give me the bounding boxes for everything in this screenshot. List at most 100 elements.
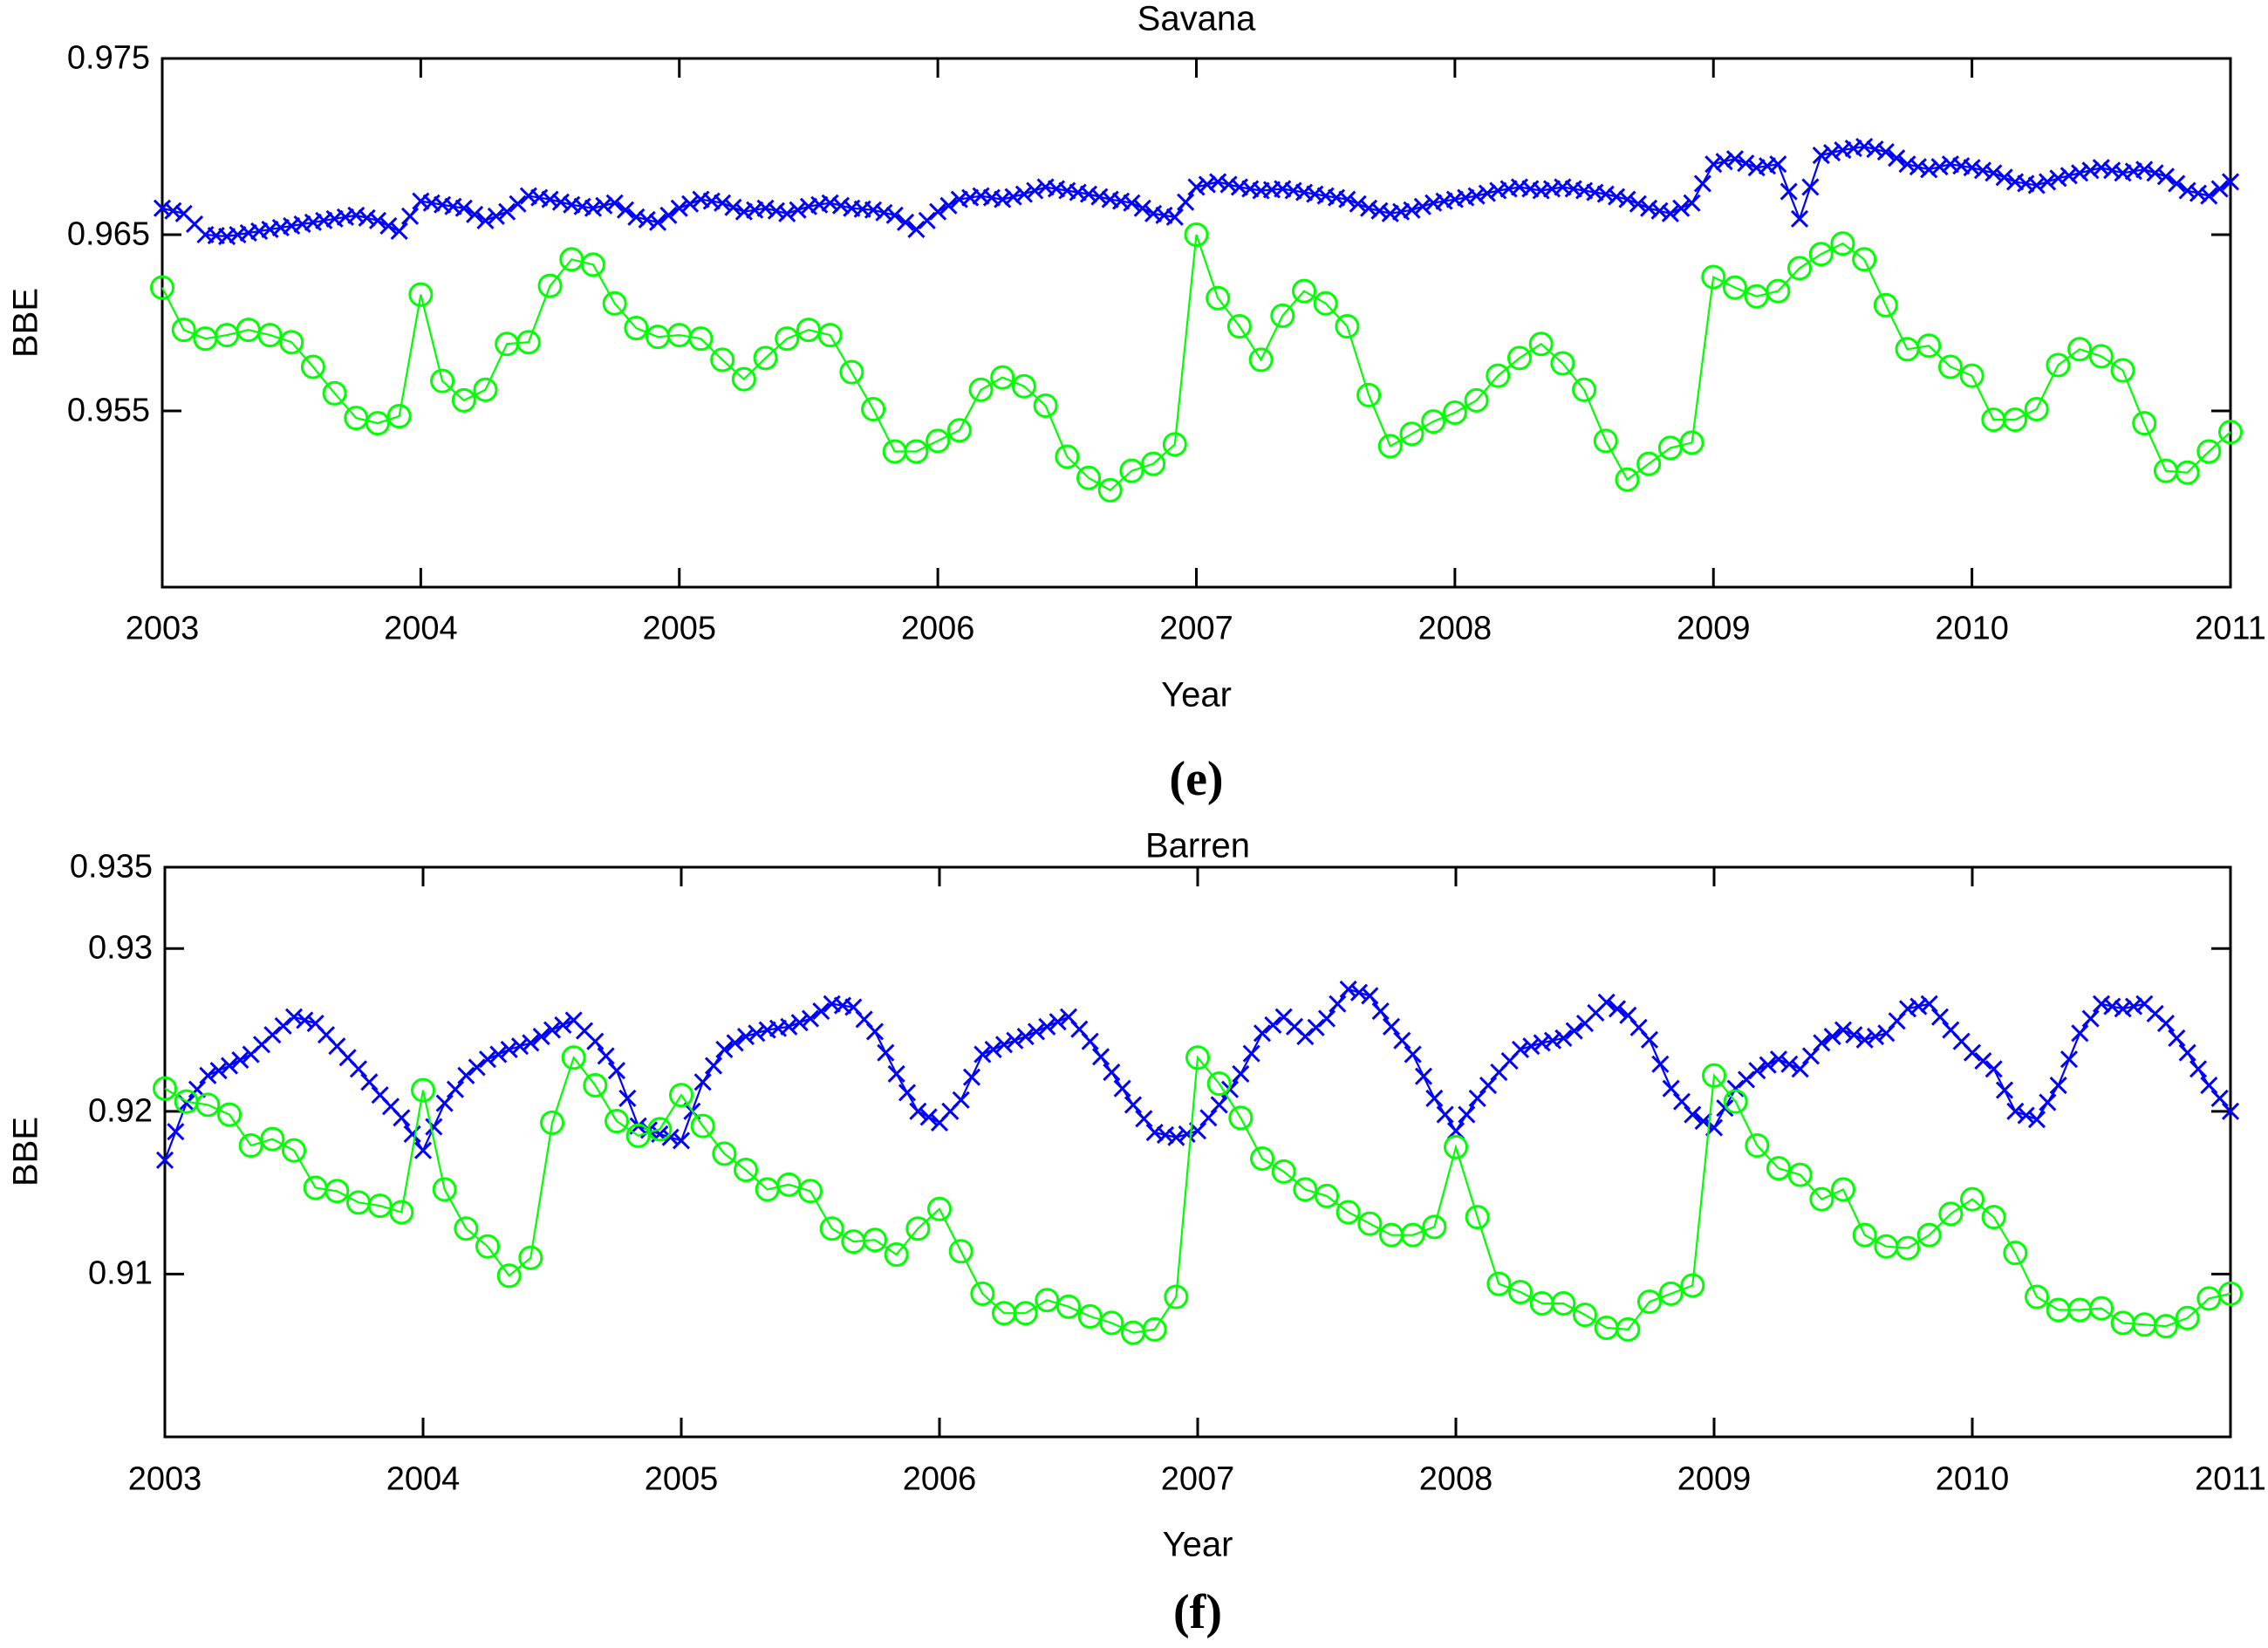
x-marker bbox=[2060, 1050, 2079, 1069]
x-marker bbox=[1014, 185, 1033, 203]
x-marker bbox=[1253, 1024, 1272, 1043]
circle-marker bbox=[580, 252, 605, 277]
circle-marker bbox=[1679, 430, 1704, 455]
x-tick-label: 2010 bbox=[1935, 1460, 2010, 1498]
circle-marker bbox=[518, 1245, 543, 1270]
x-marker bbox=[296, 1011, 314, 1029]
x-marker bbox=[1468, 1089, 1486, 1107]
x-marker bbox=[1672, 199, 1691, 217]
circle-marker bbox=[195, 1092, 221, 1118]
circle-marker bbox=[602, 291, 627, 316]
x-marker bbox=[605, 194, 624, 212]
x-marker bbox=[1124, 1096, 1143, 1114]
circle-marker bbox=[775, 326, 800, 352]
x-marker bbox=[1242, 1044, 1260, 1063]
x-marker bbox=[1360, 199, 1378, 217]
x-marker bbox=[1111, 192, 1131, 210]
circle-marker bbox=[1701, 264, 1726, 290]
y-tick-label: 0.955 bbox=[66, 392, 150, 429]
x-axis-label-barren: Year bbox=[1162, 1525, 1233, 1564]
x-tick-label: 2008 bbox=[1418, 1460, 1493, 1498]
circle-marker bbox=[1336, 1200, 1361, 1225]
x-marker bbox=[1016, 1027, 1035, 1046]
x-marker bbox=[2221, 1102, 2240, 1120]
circle-marker bbox=[281, 1138, 306, 1163]
circle-marker bbox=[1787, 256, 1813, 281]
circle-marker bbox=[2218, 1281, 2243, 1306]
circle-marker bbox=[1097, 477, 1123, 503]
x-marker bbox=[315, 211, 333, 229]
x-marker bbox=[2146, 164, 2164, 182]
x-marker bbox=[1178, 1125, 1196, 1144]
circle-marker bbox=[647, 1117, 673, 1142]
x-marker bbox=[476, 211, 495, 229]
x-marker bbox=[2092, 995, 2111, 1013]
x-marker bbox=[1392, 202, 1411, 221]
x-marker bbox=[810, 195, 829, 214]
circle-marker bbox=[1465, 1205, 1490, 1230]
circle-marker bbox=[1551, 1291, 1576, 1316]
circle-marker bbox=[1271, 1159, 1296, 1184]
x-marker bbox=[1737, 1070, 1756, 1089]
x-marker bbox=[1801, 178, 1820, 196]
x-marker bbox=[877, 1043, 895, 1062]
circle-marker bbox=[1615, 467, 1640, 492]
circle-marker bbox=[861, 396, 886, 421]
x-marker bbox=[468, 1058, 486, 1077]
x-marker bbox=[1618, 190, 1636, 209]
x-marker bbox=[2210, 180, 2229, 198]
circle-marker bbox=[260, 1126, 285, 1152]
x-marker bbox=[1145, 1124, 1164, 1142]
circle-marker bbox=[1550, 351, 1575, 376]
x-marker bbox=[2146, 1004, 2164, 1022]
x-tick-label: 2009 bbox=[1677, 1460, 1752, 1498]
circle-marker bbox=[1959, 363, 1984, 388]
circle-marker bbox=[1572, 1303, 1597, 1328]
x-marker bbox=[1608, 188, 1626, 206]
x-marker bbox=[984, 1040, 1002, 1059]
circle-marker bbox=[1959, 1186, 1984, 1212]
x-marker bbox=[1436, 1105, 1454, 1124]
x-marker bbox=[897, 213, 915, 231]
x-marker bbox=[748, 1024, 766, 1043]
circle-marker bbox=[365, 411, 390, 436]
circle-marker bbox=[1226, 314, 1252, 339]
circle-marker bbox=[1033, 393, 1058, 418]
circle-marker bbox=[1830, 1177, 1855, 1202]
x-marker bbox=[929, 202, 947, 221]
x-marker bbox=[702, 192, 721, 210]
x-marker bbox=[1049, 1013, 1067, 1031]
x-marker bbox=[250, 222, 269, 241]
x-marker bbox=[1219, 175, 1238, 194]
x-marker bbox=[1026, 181, 1044, 200]
circle-marker bbox=[1185, 1045, 1210, 1070]
x-marker bbox=[1650, 202, 1669, 220]
x-marker bbox=[1198, 175, 1216, 194]
circle-marker bbox=[1787, 1162, 1813, 1187]
x-marker bbox=[1371, 1002, 1390, 1021]
x-marker bbox=[530, 188, 549, 207]
x-marker bbox=[1339, 980, 1357, 998]
x-marker bbox=[510, 1037, 529, 1056]
x-marker bbox=[1209, 173, 1227, 191]
circle-marker bbox=[1981, 1205, 2006, 1230]
circle-marker bbox=[430, 368, 455, 393]
x-marker bbox=[1199, 1109, 1218, 1127]
x-marker bbox=[1004, 188, 1022, 206]
x-marker bbox=[575, 1022, 594, 1040]
x-marker bbox=[155, 1151, 174, 1169]
x-marker bbox=[1586, 183, 1604, 202]
x-marker bbox=[919, 1108, 938, 1126]
circle-marker bbox=[257, 323, 283, 348]
circle-marker bbox=[862, 1227, 887, 1253]
x-tick-label: 2006 bbox=[900, 610, 975, 647]
x-marker bbox=[2081, 1009, 2100, 1028]
x-marker bbox=[457, 1066, 475, 1084]
x-marker bbox=[1888, 1012, 1906, 1030]
x-marker bbox=[1478, 184, 1496, 202]
x-marker bbox=[616, 201, 635, 219]
circle-marker bbox=[496, 1263, 522, 1289]
circle-marker bbox=[216, 1102, 242, 1127]
circle-marker bbox=[561, 1045, 586, 1070]
x-marker bbox=[736, 1027, 755, 1046]
